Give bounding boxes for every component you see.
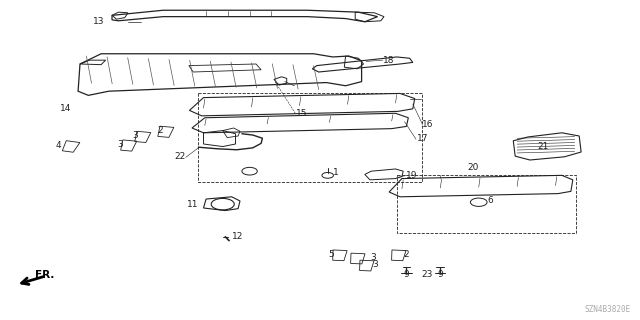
Text: 3: 3	[370, 253, 376, 262]
Text: 18: 18	[383, 56, 394, 65]
Text: 19: 19	[406, 171, 418, 180]
Text: 1: 1	[333, 168, 339, 177]
Text: 23: 23	[421, 270, 433, 279]
Text: 3: 3	[117, 140, 123, 149]
Text: 9: 9	[438, 270, 443, 279]
Text: 14: 14	[60, 104, 72, 113]
Text: 11: 11	[187, 200, 198, 209]
Text: 21: 21	[538, 142, 549, 151]
Text: 12: 12	[232, 232, 243, 241]
Text: SZN4B3820E: SZN4B3820E	[584, 305, 630, 314]
Text: 6: 6	[488, 196, 493, 205]
Text: 5: 5	[328, 250, 334, 259]
Text: 13: 13	[93, 17, 104, 26]
Text: 9: 9	[404, 270, 409, 279]
Text: 2: 2	[157, 126, 163, 135]
Text: 3: 3	[372, 260, 378, 269]
Text: FR.: FR.	[35, 270, 54, 280]
Text: 15: 15	[296, 109, 307, 118]
Text: 2: 2	[403, 250, 409, 259]
Text: 3: 3	[132, 132, 138, 140]
Text: 4: 4	[55, 141, 61, 150]
Text: 17: 17	[417, 134, 429, 143]
Text: 22: 22	[174, 152, 186, 161]
Text: 16: 16	[422, 120, 434, 129]
Text: 20: 20	[467, 164, 479, 172]
